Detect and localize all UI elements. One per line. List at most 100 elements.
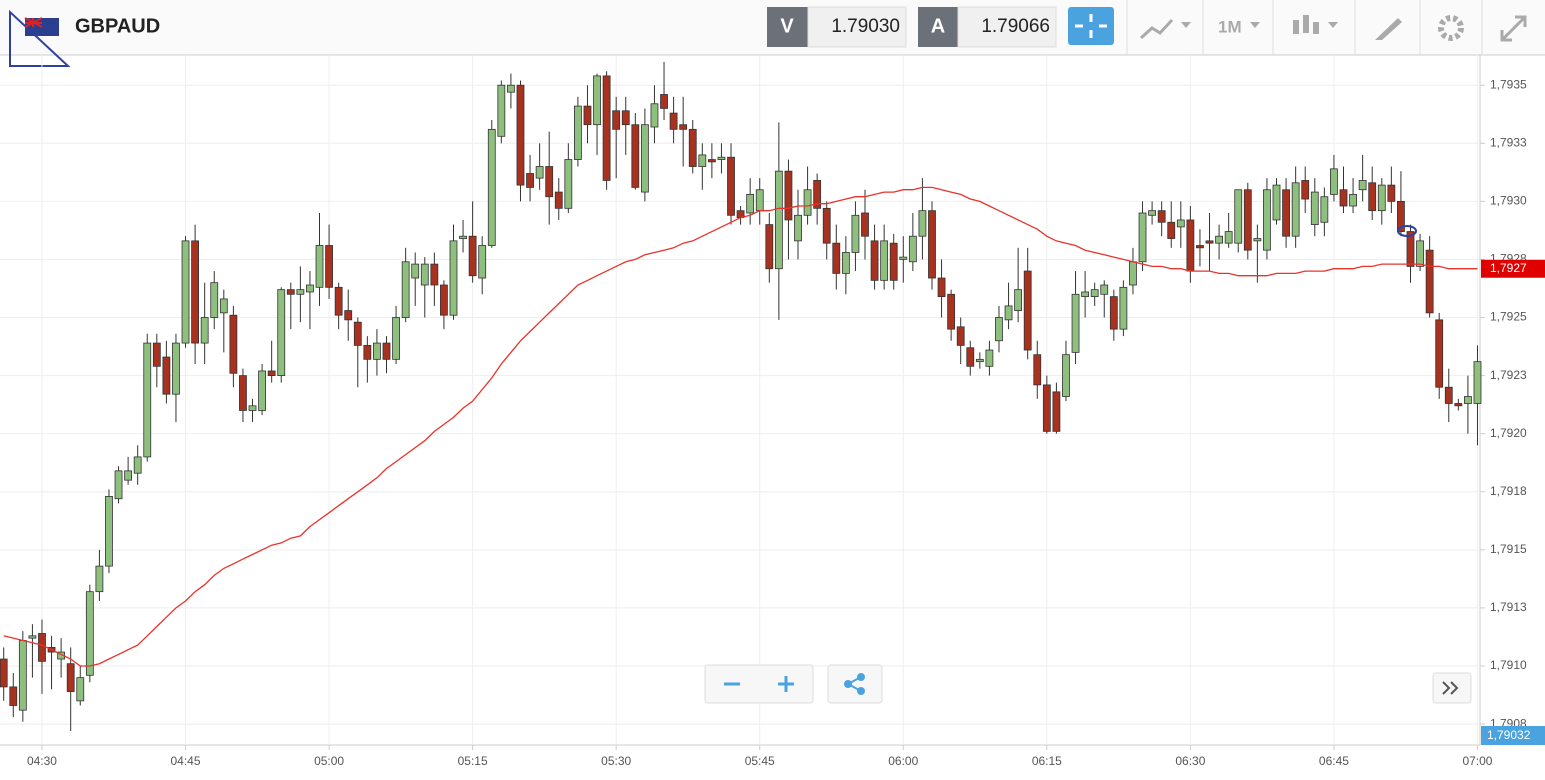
y-tick-label: 1,7920 [1490,426,1527,440]
candle-body [219,298,228,314]
candle-body [1272,184,1281,221]
candles-button[interactable] [1293,15,1319,34]
y-tick-label: 1,7925 [1490,310,1527,324]
dropdown-arrow [1250,22,1260,28]
ask-box[interactable] [957,6,1057,48]
chart-type-button[interactable] [1139,18,1174,40]
candle-body [1215,235,1223,244]
candle-body [937,277,946,298]
y-tick-label: 1,7913 [1490,600,1527,614]
candle-body [1071,293,1080,353]
candle-body [535,166,544,179]
candle-body [602,75,611,181]
candle-body [239,375,247,411]
candle-body [1387,184,1396,202]
candle-body [1119,286,1128,330]
candle-body [1157,210,1166,223]
candle-body [449,240,458,316]
x-tick-label: 05:00 [314,754,344,768]
flag-cross [24,17,43,28]
candle-body [1310,191,1319,225]
candle-body [1435,319,1444,388]
candle-body [1109,296,1118,330]
ma-price-tag [1481,259,1545,278]
candle-body [1234,189,1243,244]
candle-body [688,128,697,167]
candle-body [353,321,362,346]
candle-body [1186,219,1195,272]
scroll-end-button[interactable] [1432,672,1472,704]
candle-body [1138,212,1147,263]
candle-body [306,284,314,293]
candle-body [1291,182,1300,237]
y-tick-label: 1,7915 [1490,542,1527,556]
zoom-in-button[interactable] [778,676,794,692]
candle-body [181,240,190,344]
candle-body [1090,289,1099,298]
candle-body [717,156,726,160]
candle-body [650,103,659,128]
candle-body [0,658,8,688]
candle-body [774,170,783,270]
candle-body [803,189,812,216]
bid-tag[interactable] [767,7,808,47]
candle-body [28,635,37,639]
candle-body [832,242,841,274]
candle-body [1425,249,1434,314]
crosshair-button[interactable] [1068,7,1114,45]
candle-body [861,212,869,237]
candle-body [1301,180,1310,200]
candle-body [889,242,898,281]
candle-body [392,317,400,360]
candle-body [1330,168,1338,195]
candle-body [277,289,286,377]
candle-body [765,224,774,270]
candle-body [1167,221,1176,239]
candle-body [411,263,420,279]
symbol: GBPAUD [75,15,160,37]
candle-body [229,314,238,374]
candle-body [1320,196,1329,223]
ask-tag[interactable] [918,7,958,47]
ask-price: 1.79066 [981,16,1050,37]
candle-body [851,214,860,253]
candle-body [822,207,831,244]
candle-body [124,470,133,481]
timeframe-button[interactable]: 1M [1218,17,1242,36]
labels: 1,79081,79101,79131,79151,79181,79201,79… [27,77,1545,768]
candle-body [1349,193,1357,207]
candle-body [1062,354,1070,397]
bid-box[interactable] [807,6,907,48]
candle-body [152,342,161,367]
candle-body [841,252,850,274]
candle-body [621,110,630,126]
candle-body [1042,384,1051,432]
x-tick-label: 04:30 [27,754,57,768]
ma-price-label: 1,7927 [1490,261,1527,275]
candle-body [363,345,372,360]
candle-body [497,84,506,137]
candle-body [707,159,716,163]
candle-body [1253,238,1262,242]
candle-body [373,342,381,360]
candle-body [172,342,180,395]
candle-body [9,686,18,706]
draw-triangle [9,9,71,67]
x-tick-label: 05:15 [458,754,488,768]
candle-body [1129,261,1137,286]
candle-body [382,342,391,360]
y-tick-label: 1,7935 [1490,77,1527,91]
candle-body [66,663,75,692]
candle-body [1014,289,1023,311]
candle-body [286,289,295,295]
draw-button[interactable] [1375,18,1402,40]
candle-body [794,214,802,242]
candle-body [1282,189,1290,237]
settings-button[interactable] [1438,15,1464,41]
zoom-group [704,664,814,704]
share-button[interactable] [827,664,883,704]
fullscreen-button[interactable] [1500,15,1527,42]
x-tick-label: 06:15 [1032,754,1062,768]
candle-body [1464,396,1472,404]
candle-body [334,286,343,316]
